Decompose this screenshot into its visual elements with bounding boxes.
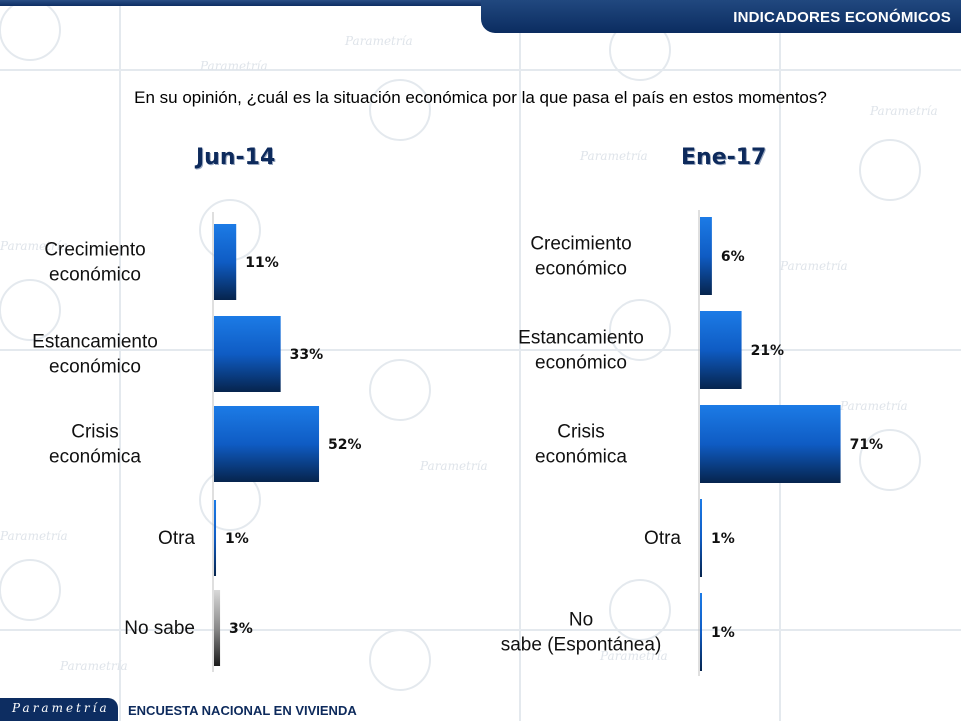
category-label-line: sabe (Espontánea) [501, 635, 662, 656]
category-label-line: No sabe [124, 618, 195, 639]
bar-value-label: 1% [711, 531, 735, 547]
category-label-line: Otra [644, 528, 681, 549]
category-label: Crecimiento económico [44, 240, 145, 286]
category-label: Crisis económica [535, 422, 627, 468]
category-label-line: Crecimiento [44, 240, 145, 261]
watermark-text: Parametría [0, 529, 68, 543]
bar-0-0 [214, 224, 237, 300]
bar-1-1 [700, 311, 742, 389]
category-label-line: Crisis [557, 422, 605, 443]
category-label-line: económico [535, 353, 627, 374]
bar-value-label: 71% [850, 437, 884, 453]
category-label: Estancamiento económico [32, 332, 158, 378]
bar-value-label: 21% [751, 343, 785, 359]
category-label-line: económico [49, 265, 141, 286]
footer-survey-label: ENCUESTA NACIONAL EN VIVIENDA [128, 703, 357, 718]
bar-0-2 [214, 406, 320, 482]
bar-0-1 [214, 316, 281, 392]
category-label-line: económica [535, 447, 627, 468]
category-label: Crisis económica [49, 422, 141, 468]
watermark-text: Parametría [59, 659, 128, 673]
category-label-line: Otra [158, 528, 195, 549]
category-label: No sabe [124, 618, 195, 639]
category-label-line: Crisis [71, 422, 119, 443]
bar-value-label: 3% [229, 621, 253, 637]
bar-0-3 [214, 500, 217, 576]
watermark-text: Parametría [599, 649, 668, 663]
watermark-text: Parametría [579, 149, 648, 163]
watermark-text: Parametría [839, 399, 908, 413]
watermark-text: Parametría [419, 459, 488, 473]
bar-value-label: 6% [721, 249, 745, 265]
bar-1-0 [700, 217, 712, 295]
chart-title-left: Jun-14 [196, 145, 276, 170]
category-label: No sabe (Espontánea) [501, 610, 662, 656]
bar-1-2 [700, 405, 841, 483]
page-title: INDICADORES ECONÓMICOS [733, 9, 951, 26]
bar-value-label: 1% [225, 531, 249, 547]
header-tab: INDICADORES ECONÓMICOS [481, 0, 961, 33]
watermark-text: Parametría [199, 59, 268, 73]
header-bar [0, 0, 961, 6]
watermark-text: Parametría [0, 239, 68, 253]
category-label: Otra [644, 528, 681, 549]
category-label-line: Estancamiento [32, 332, 158, 353]
category-label-line: No [569, 610, 593, 631]
category-label-line: Estancamiento [518, 328, 644, 349]
category-label-line: económico [49, 357, 141, 378]
survey-question: En su opinión, ¿cuál es la situación eco… [134, 88, 827, 107]
footer-brand: Parametría [12, 701, 110, 715]
category-label-line: Crecimiento [530, 234, 631, 255]
bar-value-label: 52% [328, 437, 362, 453]
bar-value-label: 1% [711, 625, 735, 641]
chart-title-right: Ene-17 [681, 145, 767, 170]
bar-1-3 [700, 499, 702, 577]
bar-value-label: 33% [290, 347, 324, 363]
category-label-line: económica [49, 447, 141, 468]
watermark-text: Parametría [344, 34, 413, 48]
category-label: Otra [158, 528, 195, 549]
watermark-text: Parametría [779, 259, 848, 273]
category-label: Estancamiento económico [518, 328, 644, 374]
watermark-text: Parametría [869, 104, 938, 118]
bar-0-4 [214, 590, 221, 666]
footer-logo: Parametría [0, 698, 118, 721]
bar-value-label: 11% [245, 255, 279, 271]
category-label: Crecimiento económico [530, 234, 631, 280]
bar-1-4 [700, 593, 702, 671]
category-label-line: económico [535, 259, 627, 280]
